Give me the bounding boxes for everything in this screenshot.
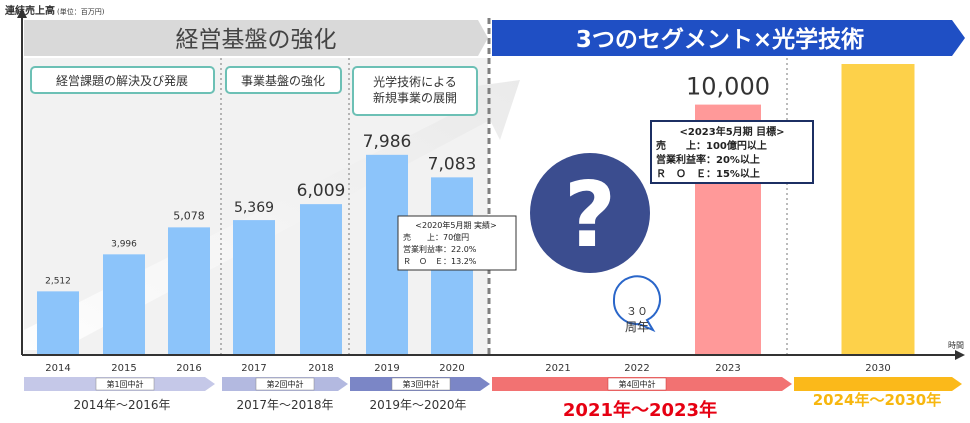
x-tick-2017: 2017 xyxy=(241,363,266,374)
value-label-2019: 7,986 xyxy=(363,132,412,152)
results-2020-line1: 売 上：70億円 xyxy=(403,232,469,242)
left-header-text: 経営基盤の強化 xyxy=(176,27,337,53)
value-label-2015: 3,996 xyxy=(111,239,137,249)
results-2020-box xyxy=(397,215,517,271)
phase-box-1 xyxy=(30,66,215,94)
phase-box-2 xyxy=(225,66,342,94)
period-label-5: 2024年～2030年 xyxy=(813,391,942,409)
plan-label-box-2 xyxy=(255,377,315,391)
plan-label-4: 第4回中計 xyxy=(618,379,655,389)
bar-2014 xyxy=(37,291,79,354)
x-tick-2015: 2015 xyxy=(111,363,136,374)
phase-box-3 xyxy=(352,66,478,116)
period-label-2: 2017年～2018年 xyxy=(236,398,333,412)
value-label-2020: 7,083 xyxy=(428,154,477,174)
anniversary-line2: 周年 xyxy=(625,320,649,334)
plan-label-3: 第3回中計 xyxy=(402,379,439,389)
x-tick-2018: 2018 xyxy=(308,363,333,374)
value-labels-layer: 2,512 3,996 5,078 5,369 6,009 7,986 7,083 10,00… xyxy=(45,73,770,287)
y-axis-label: 連結売上高 (単位：百万円) xyxy=(5,4,105,17)
phase-title-1: 経営課題の解決及び発展 xyxy=(56,73,188,88)
value-label-2016: 5,078 xyxy=(173,209,205,222)
target-2023-line3: Ｒ Ｏ Ｅ：15%以上 xyxy=(656,167,760,180)
results-2020-line2: 営業利益率：22.0% xyxy=(403,244,477,254)
question-circle xyxy=(530,153,650,273)
x-axis-label: 時間 xyxy=(948,341,964,350)
question-mark-icon: ? xyxy=(564,163,616,268)
x-tick-2030: 2030 xyxy=(865,363,890,374)
plan-label-box-3 xyxy=(391,377,451,391)
right-header-text: 3つのセグメント×光学技術 xyxy=(576,26,864,53)
anniversary-line1: ３０ xyxy=(626,305,648,318)
left-header-banner xyxy=(24,20,488,56)
x-tick-2016: 2016 xyxy=(176,363,201,374)
x-tick-2014: 2014 xyxy=(45,363,70,374)
plan-label-box-1 xyxy=(95,377,155,391)
x-tick-2019: 2019 xyxy=(374,363,399,374)
period-label-4: 2021年～2023年 xyxy=(563,399,717,421)
growth-arrow-shape xyxy=(24,80,520,350)
phase-title-2: 事業基盤の強化 xyxy=(241,74,325,88)
value-label-2017: 5,369 xyxy=(234,200,274,216)
y-axis-arrowhead xyxy=(17,8,27,18)
target-2023-line1: 売 上：100億円以上 xyxy=(656,139,767,152)
x-tick-2021: 2021 xyxy=(545,363,570,374)
target-2023-title: <2023年5月期 目標> xyxy=(679,125,784,138)
plan-label-1: 第1回中計 xyxy=(106,379,143,389)
x-tick-2020: 2020 xyxy=(439,363,464,374)
results-2020-line3: Ｒ Ｏ Ｅ：13.2% xyxy=(403,257,477,266)
bar-2016 xyxy=(168,227,210,354)
plan-label-2: 第2回中計 xyxy=(266,379,303,389)
period-label-1: 2014年～2016年 xyxy=(73,398,170,412)
plan-label-box-4 xyxy=(607,377,667,391)
bar-2018 xyxy=(300,204,342,354)
x-tick-2022: 2022 xyxy=(624,363,649,374)
right-header-banner xyxy=(492,20,965,56)
value-label-2014: 2,512 xyxy=(45,276,71,286)
x-tick-labels-layer: 2014 2015 2016 2017 2018 2019 2020 2021 2022 2023… xyxy=(45,363,890,374)
bar-2015 xyxy=(103,254,145,354)
phase-title-3: 光学技術による新規事業の展開 xyxy=(373,74,457,105)
bar-2017 xyxy=(233,220,275,354)
results-2020-title: <2020年5月期 実績> xyxy=(415,220,496,230)
value-label-2018: 6,009 xyxy=(297,181,346,201)
value-label-2023: 10,000 xyxy=(686,73,770,101)
x-axis-arrowhead xyxy=(955,350,965,360)
period-label-3: 2019年～2020年 xyxy=(369,398,466,412)
bar-2030 xyxy=(841,64,915,354)
x-tick-2023: 2023 xyxy=(715,363,740,374)
target-2023-line2: 営業利益率：20%以上 xyxy=(656,153,760,166)
anniversary-badge xyxy=(612,275,661,333)
target-2023-box xyxy=(650,120,814,184)
plan-ribbon-5 xyxy=(794,377,962,391)
